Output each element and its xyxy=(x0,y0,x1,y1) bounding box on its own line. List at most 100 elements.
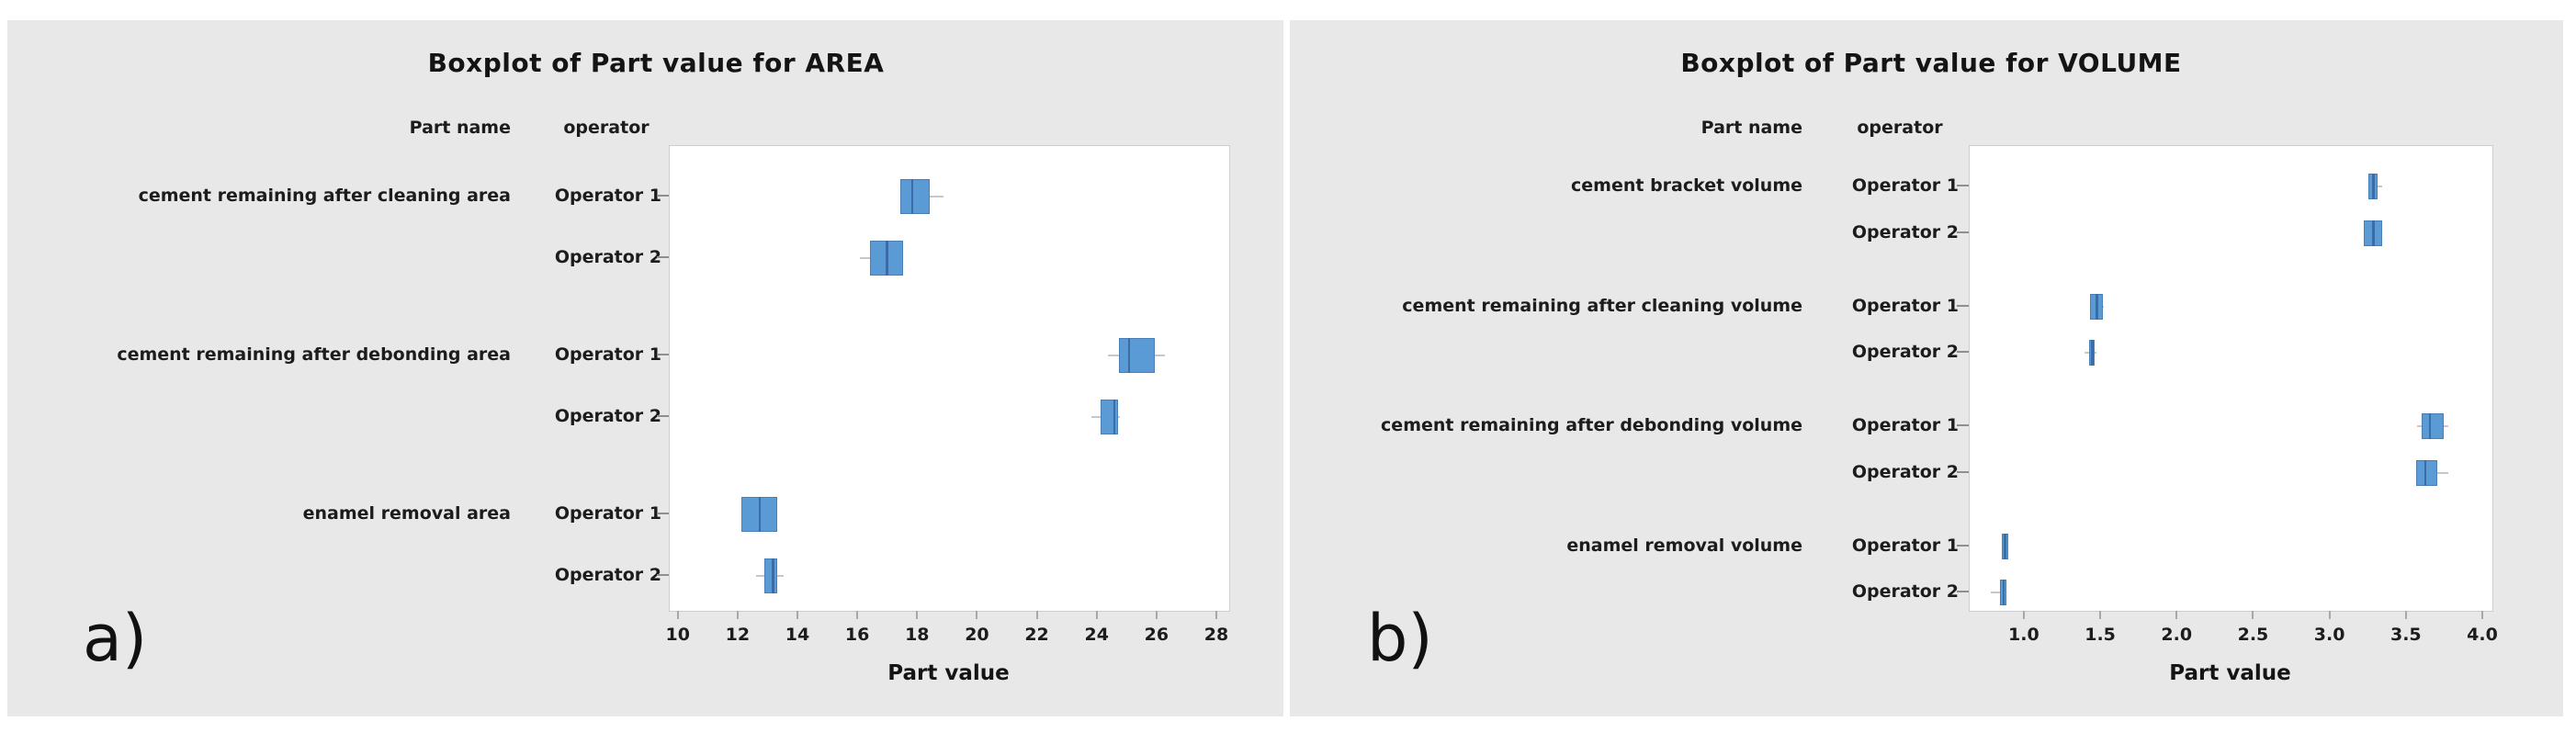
x-axis-tick-label: 12 xyxy=(725,625,751,645)
x-axis-tick-label: 24 xyxy=(1084,625,1109,645)
x-axis-tick xyxy=(1155,611,1158,619)
row-axis-tick xyxy=(1957,470,1969,473)
part-name-label: cement bracket volume xyxy=(1571,175,1802,196)
operator-label: Operator 1 xyxy=(554,503,661,524)
part-name-label: cement remaining after cleaning volume xyxy=(1402,295,1802,316)
row-axis-tick xyxy=(657,513,669,514)
median-line xyxy=(772,558,774,593)
x-axis-tick xyxy=(2328,611,2331,619)
x-axis-tick-label: 3.5 xyxy=(2390,625,2422,645)
x-axis-title: Part value xyxy=(2169,661,2291,685)
x-axis-tick xyxy=(1035,611,1038,619)
x-axis-tick xyxy=(856,611,859,619)
part-name-label: cement remaining after cleaning area xyxy=(138,186,511,206)
figure-letter-b: b) xyxy=(1367,601,1433,676)
x-axis-tick-label: 3.0 xyxy=(2313,625,2345,645)
x-axis-tick xyxy=(676,611,679,619)
x-axis-tick xyxy=(976,611,978,619)
median-line xyxy=(2004,533,2006,559)
operator-label: Operator 1 xyxy=(554,344,661,365)
row-axis-tick xyxy=(657,256,669,258)
median-line xyxy=(910,179,914,214)
operator-label: Operator 2 xyxy=(1851,581,1959,602)
row-axis-tick xyxy=(1957,591,1969,592)
row-axis-tick xyxy=(657,354,669,355)
part-name-label: enamel removal volume xyxy=(1566,535,1802,556)
row-axis-tick xyxy=(1957,351,1969,353)
x-axis-tick xyxy=(2175,611,2178,619)
column-header-part-name: Part name xyxy=(409,118,511,138)
boxplot-box xyxy=(1118,338,1155,373)
median-line xyxy=(2372,220,2375,246)
panel-volume-boxplot: Boxplot of Part value for VOLUME Part na… xyxy=(1290,20,2563,716)
figure-letter-a: a) xyxy=(83,601,148,676)
median-line xyxy=(2428,413,2432,439)
x-axis-tick xyxy=(916,611,919,619)
operator-label: Operator 1 xyxy=(1851,535,1959,556)
row-axis-tick xyxy=(1957,185,1969,186)
row-axis-tick xyxy=(657,195,669,197)
x-axis-tick xyxy=(797,611,799,619)
x-axis-tick-label: 22 xyxy=(1024,625,1049,645)
median-line xyxy=(2002,580,2005,605)
operator-label: Operator 1 xyxy=(1851,415,1959,435)
x-axis-tick-label: 18 xyxy=(905,625,930,645)
row-axis-tick xyxy=(657,415,669,417)
column-header-part-name: Part name xyxy=(1700,118,1802,138)
operator-label: Operator 2 xyxy=(1851,342,1959,362)
x-axis-title: Part value xyxy=(887,661,1010,685)
x-axis-tick xyxy=(2022,611,2025,619)
x-axis-tick-label: 20 xyxy=(965,625,989,645)
x-axis-tick-label: 14 xyxy=(785,625,810,645)
column-header-operator: operator xyxy=(1857,118,1943,138)
row-axis-tick xyxy=(1957,304,1969,307)
x-axis-tick-label: 1.0 xyxy=(2008,625,2039,645)
x-axis-tick-label: 10 xyxy=(665,625,690,645)
operator-label: Operator 1 xyxy=(554,186,661,206)
median-line xyxy=(1113,400,1116,434)
x-axis-tick xyxy=(2481,611,2484,619)
chart-title-area: Boxplot of Part value for AREA xyxy=(427,48,885,78)
chart-title-volume: Boxplot of Part value for VOLUME xyxy=(1680,48,2182,78)
operator-label: Operator 2 xyxy=(554,406,661,426)
plot-area xyxy=(1969,145,2493,612)
row-axis-tick xyxy=(657,574,669,576)
x-axis-tick xyxy=(736,611,739,619)
row-axis-tick xyxy=(1957,544,1969,547)
row-axis-tick xyxy=(1957,424,1969,426)
operator-label: Operator 2 xyxy=(554,565,661,585)
panel-area-boxplot: Boxplot of Part value for AREA Part name… xyxy=(7,20,1283,716)
x-axis-tick xyxy=(2099,611,2102,619)
boxplot-box xyxy=(2422,413,2444,439)
median-line xyxy=(1127,338,1131,373)
operator-label: Operator 1 xyxy=(1851,295,1959,316)
x-axis-tick-label: 26 xyxy=(1144,625,1169,645)
median-line xyxy=(2091,340,2094,366)
median-line xyxy=(2372,174,2375,199)
boxplot-box xyxy=(763,558,778,593)
x-axis-tick xyxy=(1095,611,1098,619)
operator-label: Operator 2 xyxy=(1851,461,1959,482)
x-axis-tick-label: 1.5 xyxy=(2085,625,2116,645)
x-axis-tick xyxy=(1215,611,1217,619)
operator-label: Operator 2 xyxy=(554,247,661,267)
column-header-operator: operator xyxy=(563,118,650,138)
x-axis-tick xyxy=(2404,611,2407,619)
operator-label: Operator 2 xyxy=(1851,221,1959,242)
operator-label: Operator 1 xyxy=(1851,175,1959,196)
boxplot-box xyxy=(2415,459,2438,486)
x-axis-tick xyxy=(2252,611,2254,619)
plot-area xyxy=(669,145,1230,612)
part-name-label: cement remaining after debonding volume xyxy=(1381,415,1802,435)
boxplot-box xyxy=(899,179,931,214)
row-axis-tick xyxy=(1957,231,1969,233)
whisker-line xyxy=(1991,592,2006,593)
x-axis-tick-label: 28 xyxy=(1203,625,1229,645)
x-axis-tick-label: 2.5 xyxy=(2237,625,2269,645)
part-name-label: cement remaining after debonding area xyxy=(117,344,511,365)
median-line xyxy=(2096,293,2098,320)
median-line xyxy=(886,241,888,276)
median-line xyxy=(758,497,762,532)
boxplot-box xyxy=(1100,400,1119,434)
